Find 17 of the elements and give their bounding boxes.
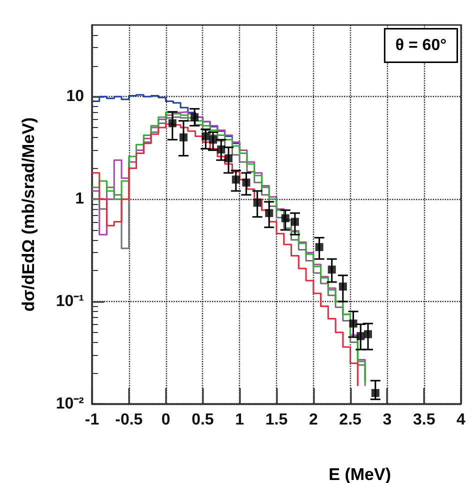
y-axis-title: dσ/dEdΩ (mb/srad/MeV) xyxy=(19,117,38,312)
y-tick-label: 10⁻² xyxy=(56,396,84,412)
x-tick-label: -0.5 xyxy=(115,412,143,428)
x-tick-label: 3.5 xyxy=(412,412,436,428)
x-tick-label: 2.5 xyxy=(339,412,362,428)
x-tick-label: -1 xyxy=(84,412,100,428)
x-tick-label: 2 xyxy=(308,412,318,428)
x-tick-label: 1.5 xyxy=(265,412,288,428)
y-tick-label: 10 xyxy=(66,88,84,106)
y-tick-label: 1 xyxy=(75,190,84,208)
y-tick-label: 10⁻¹ xyxy=(56,293,84,310)
x-tick-label: 4 xyxy=(456,412,466,428)
x-tick-label: 0.5 xyxy=(192,412,214,428)
x-tick-label: 1 xyxy=(235,412,244,428)
x-tick-label: 3 xyxy=(382,412,392,428)
annotation: θ = 60° xyxy=(395,37,446,54)
x-tick-label: 0 xyxy=(161,412,170,428)
